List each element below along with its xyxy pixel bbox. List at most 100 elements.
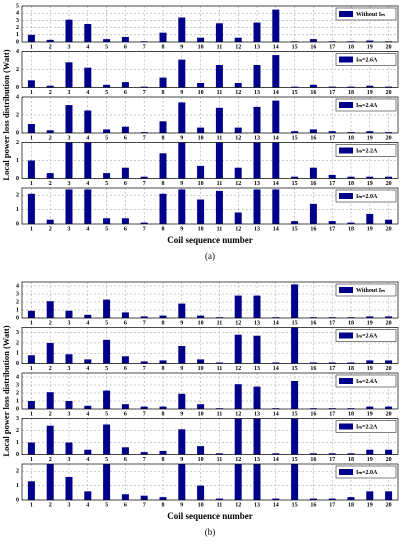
bar: [178, 429, 186, 455]
bar: [178, 346, 186, 364]
bar: [272, 100, 280, 133]
x-tick-label: 10: [198, 90, 204, 96]
x-tick-label: 1: [30, 411, 33, 417]
plot-area: [22, 373, 398, 409]
x-tick-label: 15: [292, 90, 298, 96]
y-tick-label: 0: [16, 452, 19, 458]
bar: [328, 86, 336, 88]
x-tick-label: 1: [30, 90, 33, 96]
bar: [65, 189, 73, 224]
x-tick-label: 2: [49, 44, 52, 50]
x-tick-label: 10: [198, 181, 204, 187]
x-tick-label: 17: [329, 502, 335, 508]
x-tick-label: 7: [143, 181, 146, 187]
bar: [253, 464, 261, 500]
x-tick-label: 19: [367, 320, 373, 326]
x-tick-label: 7: [143, 44, 146, 50]
bar: [253, 106, 261, 133]
bar: [328, 221, 336, 224]
bar: [272, 189, 280, 224]
x-tick-label: 8: [162, 320, 165, 326]
x-tick-label: 8: [162, 135, 165, 141]
y-tick-label: 2: [16, 67, 19, 73]
bar: [84, 110, 92, 133]
y-tick-label: 2: [16, 112, 19, 118]
bar: [215, 142, 223, 179]
y-tick-label: 2: [16, 299, 19, 305]
x-tick-label: 1: [30, 457, 33, 463]
x-tick-label: 20: [386, 320, 392, 326]
y-tick-label: 2: [16, 25, 19, 31]
legend-label: Iₘ=2.0A: [356, 194, 378, 200]
x-tick-label: 17: [329, 135, 335, 141]
bar: [328, 317, 336, 318]
x-tick-label: 3: [68, 502, 71, 508]
x-tick-label: 19: [367, 135, 373, 141]
x-tick-label: 11: [217, 90, 223, 96]
x-tick-label: 8: [162, 366, 165, 372]
y-tick-label: 0: [16, 221, 19, 227]
x-tick-label: 10: [198, 44, 204, 50]
y-tick-label: 4: [16, 283, 19, 289]
y-tick-label: 0: [16, 85, 19, 91]
bar: [159, 406, 167, 409]
bar: [347, 86, 355, 88]
x-tick-label: 18: [348, 181, 354, 187]
bar: [46, 342, 54, 364]
legend-swatch: [339, 332, 353, 339]
bar: [65, 19, 73, 42]
bar: [197, 315, 205, 318]
y-tick-label: 1: [16, 483, 19, 489]
x-tick-label: 7: [143, 135, 146, 141]
bar: [385, 132, 393, 133]
x-tick-label: 2: [49, 411, 52, 417]
x-axis-label: Coil sequence number: [167, 235, 253, 245]
bar: [140, 406, 148, 409]
x-tick-label: 17: [329, 226, 335, 232]
bar: [215, 453, 223, 455]
bar: [347, 453, 355, 455]
x-tick-label: 11: [217, 457, 223, 463]
x-tick-label: 2: [49, 181, 52, 187]
bar: [159, 153, 167, 179]
x-tick-label: 14: [273, 226, 279, 232]
x-tick-label: 13: [254, 90, 260, 96]
x-tick-label: 10: [198, 135, 204, 141]
plot-frame: [21, 96, 399, 134]
bar: [197, 446, 205, 455]
y-tick-label: 3: [16, 416, 19, 422]
bar: [347, 222, 355, 224]
bar: [27, 401, 35, 409]
x-tick-label: 6: [124, 181, 127, 187]
x-tick-label: 13: [254, 226, 260, 232]
bar: [27, 124, 35, 133]
y-tick-label: 1: [16, 307, 19, 313]
x-tick-label: 9: [180, 366, 183, 372]
bar: [234, 384, 242, 409]
y-tick-label: 2: [16, 390, 19, 396]
plot-frame: [21, 5, 399, 43]
x-tick-label: 6: [124, 502, 127, 508]
bar: [46, 301, 54, 318]
bar: [366, 85, 374, 88]
bar: [84, 189, 92, 224]
bar: [159, 360, 167, 364]
y-tick-label: 3: [16, 18, 19, 24]
bar: [309, 362, 317, 364]
x-tick-label: 12: [235, 366, 241, 372]
bar: [291, 131, 299, 133]
bar: [366, 40, 374, 42]
bar: [103, 339, 111, 364]
x-tick-label: 10: [198, 457, 204, 463]
x-tick-label: 18: [348, 366, 354, 372]
x-tick-label: 9: [180, 90, 183, 96]
legend-label: Iₘ=2.6A: [356, 333, 378, 339]
legend-label: Iₘ=2.2A: [356, 148, 378, 154]
caption: (b): [205, 527, 216, 537]
bar: [347, 317, 355, 318]
x-tick-label: 8: [162, 457, 165, 463]
bar: [121, 494, 129, 500]
bar: [140, 222, 148, 224]
x-tick-label: 11: [217, 366, 223, 372]
x-tick-label: 14: [273, 44, 279, 50]
